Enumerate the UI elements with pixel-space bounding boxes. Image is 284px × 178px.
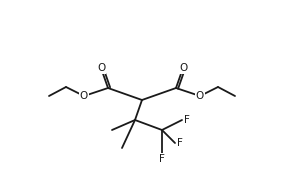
Text: O: O [196,91,204,101]
Text: O: O [97,63,105,73]
Text: F: F [177,138,183,148]
Text: O: O [80,91,88,101]
Text: F: F [159,154,165,164]
Text: F: F [184,115,190,125]
Text: O: O [179,63,187,73]
